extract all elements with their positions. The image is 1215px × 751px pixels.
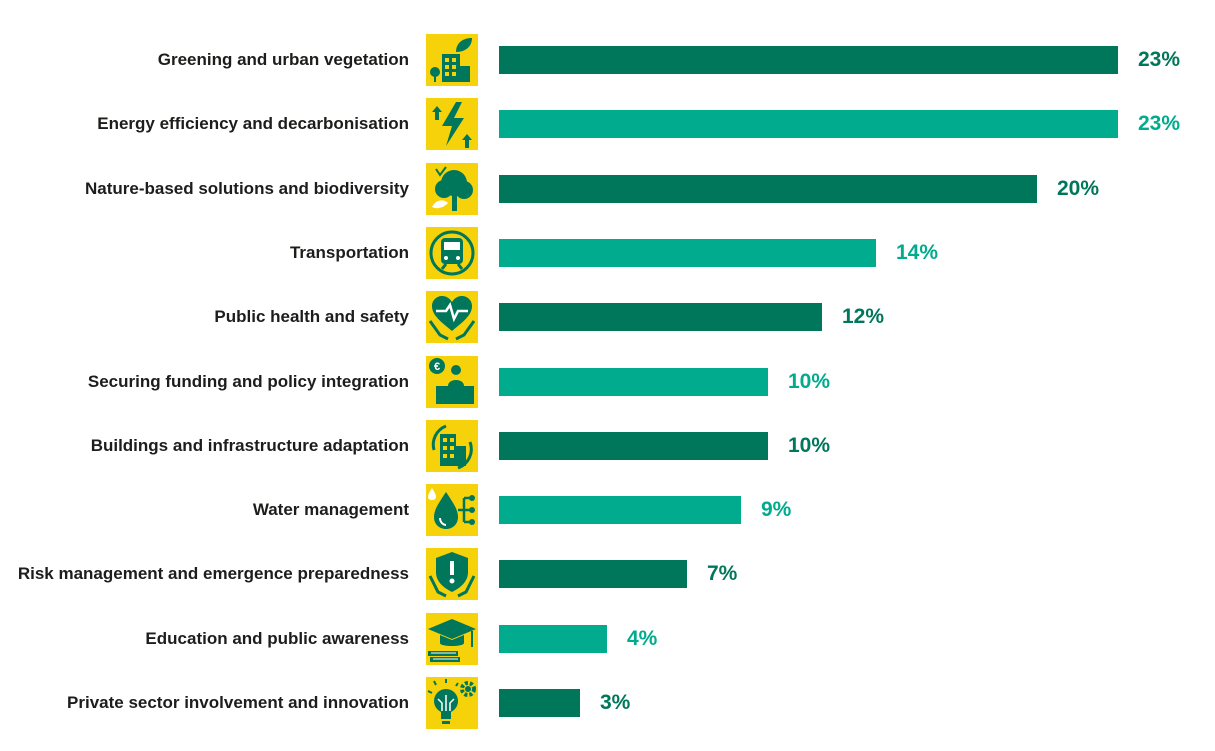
shield-alert-icon (426, 548, 478, 601)
lightbulb-gear-icon (426, 677, 478, 729)
green-building-icon (426, 34, 478, 86)
value-label: 23% (1138, 48, 1181, 71)
bar (499, 689, 580, 717)
value-label: 3% (600, 691, 631, 714)
tree-icon (426, 162, 478, 215)
value-label: 14% (896, 240, 939, 264)
category-label: Education and public awareness (145, 628, 409, 648)
category-label: Public health and safety (214, 307, 409, 327)
building-adaptation-icon (426, 419, 478, 472)
graduation-books-icon (426, 612, 478, 665)
value-label: 10% (788, 433, 831, 457)
category-label: Securing funding and policy integration (87, 371, 409, 391)
value-label: 7% (707, 562, 738, 586)
category-label: Greening and urban vegetation (157, 50, 409, 69)
category-label: Water management (252, 500, 409, 520)
bar (499, 560, 687, 589)
value-label: 12% (842, 305, 885, 329)
bar (499, 238, 876, 267)
train-icon (426, 226, 478, 279)
category-label: Risk management and emergence preparedne… (17, 564, 409, 584)
category-label: Buildings and infrastructure adaptation (90, 435, 409, 455)
bar (499, 431, 768, 460)
heart-health-icon (426, 291, 478, 344)
bar (499, 174, 1037, 203)
category-label: Energy efficiency and decarbonisation (97, 114, 409, 134)
svg-text:€: € (434, 361, 440, 373)
bar (499, 496, 741, 525)
value-label: 20% (1057, 176, 1100, 200)
bar (499, 624, 607, 653)
value-label: 4% (627, 626, 658, 650)
category-label: Transportation (289, 242, 409, 262)
value-label: 9% (761, 498, 792, 522)
energy-lightning-icon (426, 98, 478, 151)
bar (499, 367, 768, 396)
bar (499, 46, 1118, 74)
value-label: 10% (788, 369, 831, 393)
funding-podium-icon: € (426, 355, 478, 408)
bar (499, 110, 1118, 139)
bar (499, 303, 822, 332)
water-drop-icon (426, 484, 478, 537)
category-label: Nature-based solutions and biodiversity (84, 178, 409, 198)
value-label: 23% (1138, 112, 1181, 136)
category-label: Private sector involvement and innovatio… (67, 693, 409, 712)
